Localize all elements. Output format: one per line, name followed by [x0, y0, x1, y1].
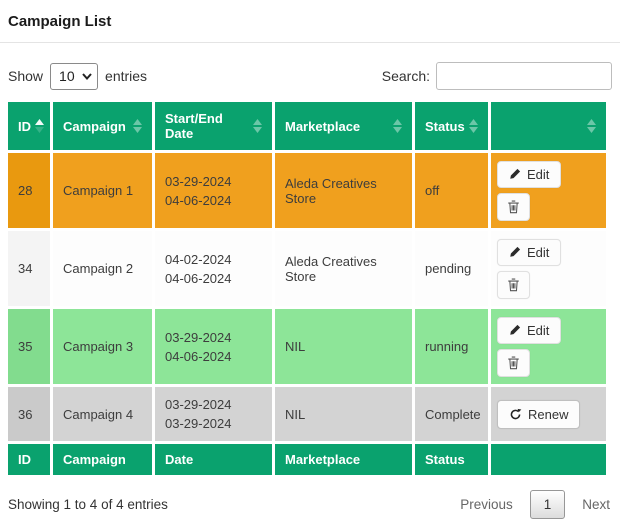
column-header-campaign[interactable]: Campaign: [53, 102, 152, 150]
start-date: 04-02-2024: [165, 251, 232, 267]
cell-actions: Edit: [491, 231, 606, 306]
cell-actions: Renew: [491, 387, 606, 441]
sort-ascending-icon: [35, 119, 44, 133]
cell-campaign: Campaign 4: [53, 387, 152, 441]
trash-icon: [508, 356, 519, 369]
show-label: Show: [8, 68, 44, 84]
column-header-label: Start/End Date: [165, 111, 223, 141]
end-date: 04-06-2024: [165, 348, 232, 364]
cell-id: 35: [8, 309, 50, 384]
edit-button-label: Edit: [527, 244, 550, 260]
cell-marketplace: Aleda Creatives Store: [275, 153, 412, 228]
cell-status: running: [415, 309, 488, 384]
cell-actions: Edit: [491, 153, 606, 228]
renew-button-label: Renew: [528, 406, 569, 422]
edit-button[interactable]: Edit: [497, 160, 562, 188]
footer-id: ID: [8, 444, 50, 475]
column-header-actions[interactable]: [491, 102, 606, 150]
pencil-icon: [510, 246, 521, 257]
cell-actions: Edit: [491, 309, 606, 384]
delete-button[interactable]: [497, 270, 530, 299]
search-control: Search:: [382, 62, 612, 90]
entries-label: entries: [105, 68, 148, 84]
cell-campaign: Campaign 3: [53, 309, 152, 384]
sort-icon: [253, 119, 262, 133]
cell-id: 34: [8, 231, 50, 306]
column-header-status[interactable]: Status: [415, 102, 488, 150]
cell-dates: 04-02-2024 04-06-2024: [155, 231, 272, 306]
column-header-label: Status: [425, 118, 465, 134]
cell-id: 36: [8, 387, 50, 441]
footer-campaign: Campaign: [53, 444, 152, 475]
delete-button[interactable]: [497, 348, 530, 377]
start-date: 03-29-2024: [165, 329, 232, 345]
cell-dates: 03-29-2024 04-06-2024: [155, 153, 272, 228]
edit-button-label: Edit: [527, 166, 550, 182]
page-length-control: Show 10 entries: [8, 62, 148, 90]
pencil-icon: [510, 168, 521, 179]
end-date: 04-06-2024: [165, 270, 232, 286]
footer-actions: [491, 444, 606, 475]
sort-icon: [469, 119, 478, 133]
edit-button-label: Edit: [527, 322, 550, 338]
table-controls: Show 10 entries Search:: [8, 62, 612, 90]
footer-marketplace: Marketplace: [275, 444, 412, 475]
cell-marketplace: NIL: [275, 309, 412, 384]
page-length-select-wrap: 10: [50, 62, 99, 90]
renew-button[interactable]: Renew: [497, 399, 581, 429]
table-row: 34 Campaign 2 04-02-2024 04-06-2024 Aled…: [8, 231, 606, 306]
footer-date: Date: [155, 444, 272, 475]
header-row: ID Campaign Start/End Date: [8, 102, 606, 150]
page-length-select[interactable]: 10: [50, 62, 99, 90]
refresh-icon: [510, 408, 522, 419]
column-header-label: Campaign: [63, 118, 126, 134]
sort-icon: [393, 119, 402, 133]
cell-dates: 03-29-2024 03-29-2024: [155, 387, 272, 441]
pencil-icon: [510, 324, 521, 335]
cell-status: Complete: [415, 387, 488, 441]
cell-campaign: Campaign 2: [53, 231, 152, 306]
column-header-date[interactable]: Start/End Date: [155, 102, 272, 150]
cell-status: off: [415, 153, 488, 228]
cell-marketplace: NIL: [275, 387, 412, 441]
cell-status: pending: [415, 231, 488, 306]
divider: [0, 42, 620, 43]
column-header-label: ID: [18, 118, 31, 134]
search-label: Search:: [381, 68, 430, 84]
sort-icon: [587, 119, 596, 133]
trash-icon: [508, 278, 519, 291]
footer-row: ID Campaign Date Marketplace Status: [8, 444, 606, 475]
cell-id: 28: [8, 153, 50, 228]
start-date: 03-29-2024: [165, 173, 232, 189]
delete-button[interactable]: [497, 192, 530, 221]
search-input[interactable]: [436, 62, 612, 90]
page-title: Campaign List: [8, 13, 112, 30]
edit-button[interactable]: Edit: [497, 316, 562, 344]
table-row: 28 Campaign 1 03-29-2024 04-06-2024 Aled…: [8, 153, 606, 228]
column-header-marketplace[interactable]: Marketplace: [275, 102, 412, 150]
table-row: 35 Campaign 3 03-29-2024 04-06-2024 NIL …: [8, 309, 606, 384]
end-date: 03-29-2024: [165, 416, 232, 431]
footer-status: Status: [415, 444, 488, 475]
cell-dates: 03-29-2024 04-06-2024: [155, 309, 272, 384]
campaign-table: ID Campaign Start/End Date: [5, 99, 609, 478]
start-date: 03-29-2024: [165, 397, 232, 412]
column-header-label: Marketplace: [285, 118, 361, 134]
cell-campaign: Campaign 1: [53, 153, 152, 228]
end-date: 04-06-2024: [165, 192, 232, 208]
table-row: 36 Campaign 4 03-29-2024 03-29-2024 NIL …: [8, 387, 606, 441]
edit-button[interactable]: Edit: [497, 238, 562, 266]
sort-icon: [133, 119, 142, 133]
cell-marketplace: Aleda Creatives Store: [275, 231, 412, 306]
column-header-id[interactable]: ID: [8, 102, 50, 150]
trash-icon: [508, 200, 519, 213]
